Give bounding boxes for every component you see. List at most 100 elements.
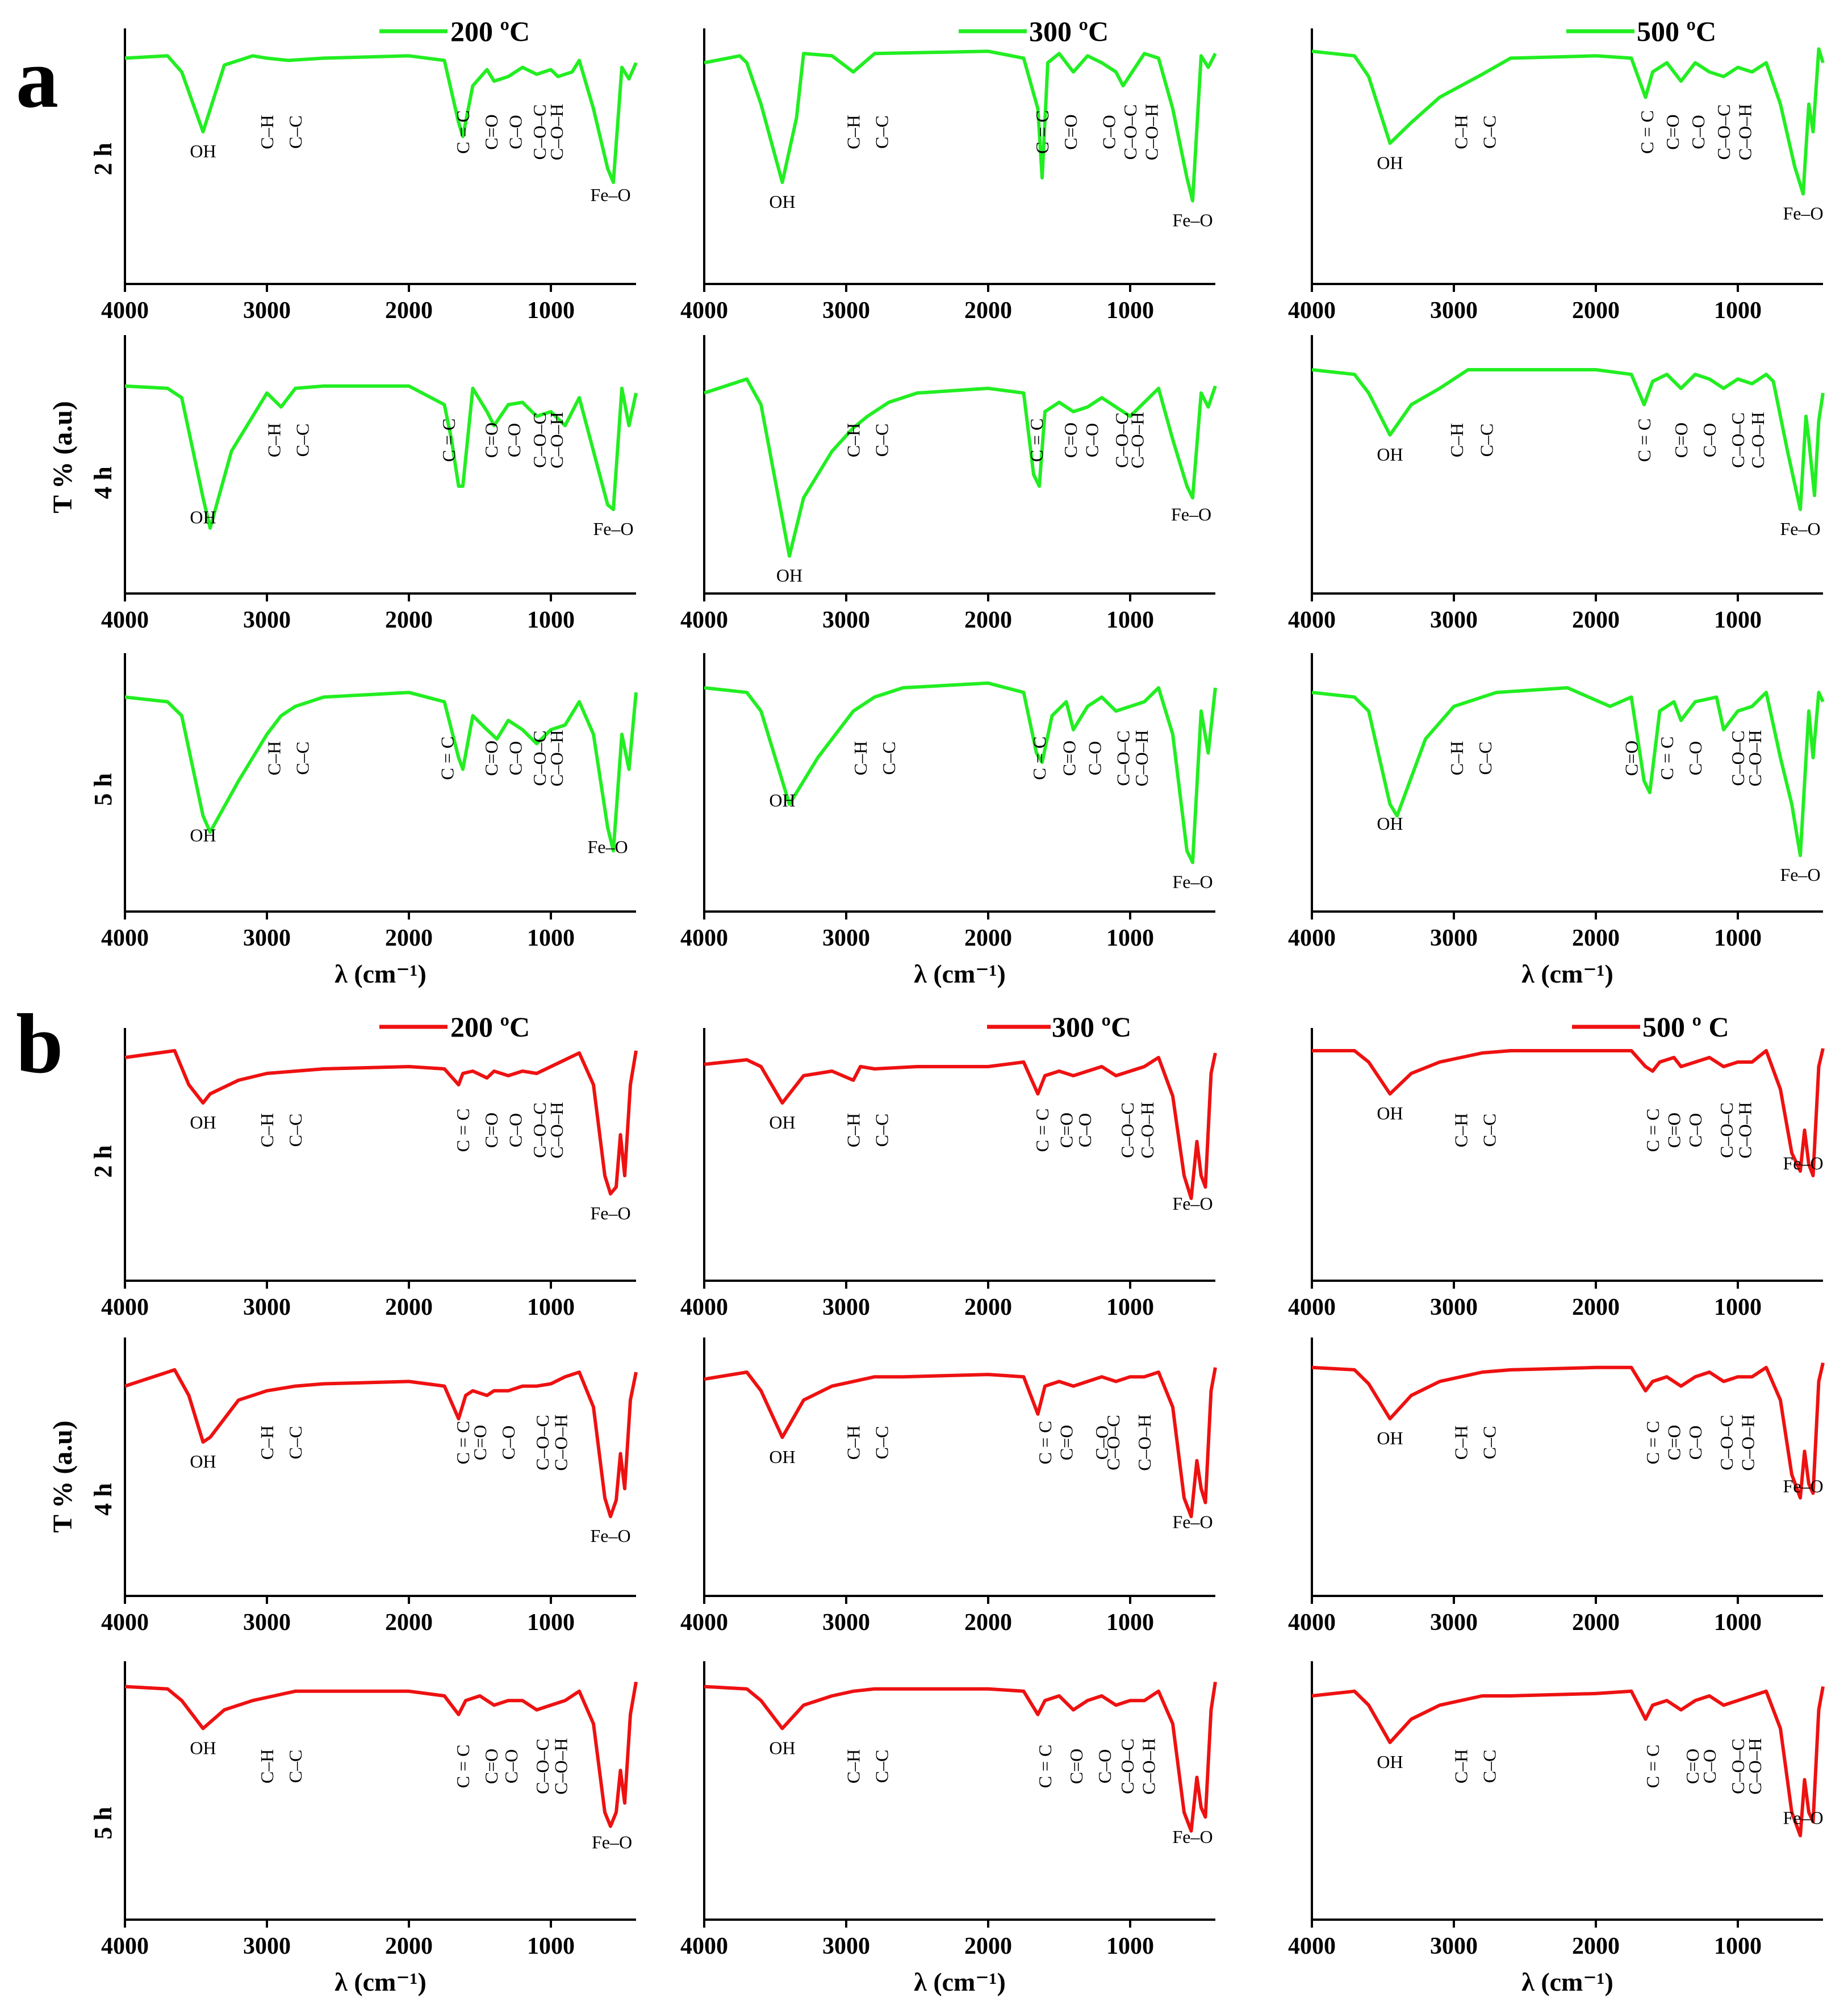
x-tick-label: 4000 [680,1294,728,1320]
x-tick-label: 3000 [822,1610,870,1636]
x-tick-label: 2000 [1572,1933,1620,1959]
peak-label: Fe–O [1172,1512,1213,1532]
spectrum-panel-a-200-2h: 4000 3000 2000 1000 OH C–H C–C C = C C=O C–O C–O–C… [101,28,638,324]
x-tick-label: 3000 [1430,298,1478,324]
peak-label: C=O [481,741,501,776]
peak-label: OH [190,1451,216,1472]
peak-label: C–H [850,741,871,775]
peak-label: OH [1377,1428,1403,1448]
peak-label: C–O–H [1142,104,1162,161]
peak-label: C–O [505,115,526,149]
peak-label: C–O–H [1127,412,1148,469]
x-tick-label: 4000 [680,1610,728,1636]
x-tick-label: 1000 [1714,607,1762,633]
x-axis-title: λ (cm⁻¹) [914,1967,1006,1996]
x-axis-title: λ (cm⁻¹) [1521,959,1613,988]
peak-label: Fe–O [1783,203,1823,223]
x-tick-label: 2000 [385,607,433,633]
peak-label: OH [769,191,795,212]
legend-label: 300 ºC [1052,1011,1131,1043]
peak-label: C–H [1451,115,1471,149]
peak-label: C–O–H [1131,730,1152,787]
legend-a-200: 200 ºC [379,15,530,47]
x-tick-label: 3000 [243,1294,291,1320]
peak-label: C–O–C [1113,730,1134,786]
peak-label: C–C [1479,1426,1500,1460]
peak-label: C–O–H [1735,104,1755,161]
x-tick-label: 2000 [964,607,1012,633]
peak-label: C–O [501,1749,521,1783]
peak-label: C–O–C [1728,412,1748,468]
legend-a-500: 500 ºC [1566,15,1716,47]
x-tick-label: 3000 [243,298,291,324]
peak-label: C = C [1032,110,1052,154]
peak-label: C–O–C [1713,105,1734,160]
x-tick-label: 4000 [680,607,728,633]
peak-label: C–H [843,423,864,457]
row-label-a-2h: 2 h [89,143,117,175]
peak-label: OH [1377,444,1403,465]
peak-label: C = C [1637,110,1657,154]
peak-label: C–O–H [1747,412,1768,469]
legend-label: 300 ºC [1029,15,1109,47]
row-label-b-2h: 2 h [89,1145,117,1177]
peak-label: Fe–O [593,519,633,539]
peak-label: C–O [1688,115,1708,149]
peak-label: C–C [872,424,892,457]
x-tick-label: 2000 [964,1610,1012,1636]
peak-label: Fe–O [1783,1807,1823,1828]
peak-label: C = C [1642,1109,1663,1152]
x-tick-label: 4000 [101,1610,149,1636]
peak-label: Fe–O [590,185,630,205]
peak-label: C–C [879,742,899,775]
peak-label: C=O [1662,114,1683,150]
spectrum-line [124,1681,638,1828]
peak-label: C–O–H [1137,1102,1157,1159]
peak-label: C=O [481,1749,501,1784]
x-tick-label: 4000 [680,925,728,951]
peak-label: C–H [257,1426,277,1460]
peak-label: C–O [498,1426,519,1460]
row-label-b-4h: 4 h [89,1483,117,1515]
x-tick-label: 3000 [822,607,870,633]
spectrum-panel-b-300-5h: 4000 3000 2000 1000 λ (cm⁻¹) OH C–H C–C C = C C=O… [680,1661,1217,1996]
x-tick-label: 2000 [1572,607,1620,633]
legend-b-300: 300 ºC [987,1011,1131,1043]
peak-label: C–H [264,741,285,775]
x-tick-label: 3000 [1430,1933,1478,1959]
legend-label: 200 ºC [450,1011,530,1043]
peak-label: C–O–H [1735,1102,1755,1159]
peak-label: C = C [1035,1421,1055,1465]
peak-label: C–O–C [1117,1738,1138,1794]
peak-label: C–H [843,1749,864,1783]
x-tick-label: 1000 [1714,1933,1762,1959]
peak-label: C–C [1475,742,1495,775]
y-axis-label-a: T % (a.u) [48,401,78,513]
peak-label: C–O–C [529,412,550,468]
spectrum-panel-a-300-5h: 4000 3000 2000 1000 λ (cm⁻¹) OH C–H C–C C = C C=O… [680,653,1217,988]
x-tick-label: 2000 [385,1610,433,1636]
row-label-a-5h: 5 h [89,773,117,805]
peak-label: C=O [1682,1749,1703,1784]
spectrum-line [704,681,1217,864]
x-tick-label: 3000 [243,925,291,951]
peak-label: C=O [481,1113,501,1148]
spectrum-line [1311,686,1825,858]
legend-label: 500 ºC [1637,15,1716,47]
spectrum-line [1311,1362,1825,1500]
spectrum-panel-a-200-4h: 4000 3000 2000 1000 OH C–H C–C C = C C=O C–O C–O–C… [101,335,638,633]
peak-label: Fe–O [1780,864,1820,885]
peak-label: C=O [1056,1113,1077,1148]
peak-label: C–O–H [551,1414,571,1471]
peak-label: C=O [1664,1425,1684,1461]
x-tick-label: 1000 [1106,298,1154,324]
peak-label: C–H [1451,1113,1471,1147]
x-tick-label: 4000 [101,925,149,951]
peak-label: OH [769,1737,795,1758]
peak-label: C–H [257,115,277,149]
spectrum-line [704,377,1217,558]
peak-label: Fe–O [590,1203,630,1223]
legend-label: 500 º C [1642,1011,1729,1043]
x-axis-title: λ (cm⁻¹) [335,1967,427,1996]
peak-label: C–O–H [1139,1738,1159,1795]
